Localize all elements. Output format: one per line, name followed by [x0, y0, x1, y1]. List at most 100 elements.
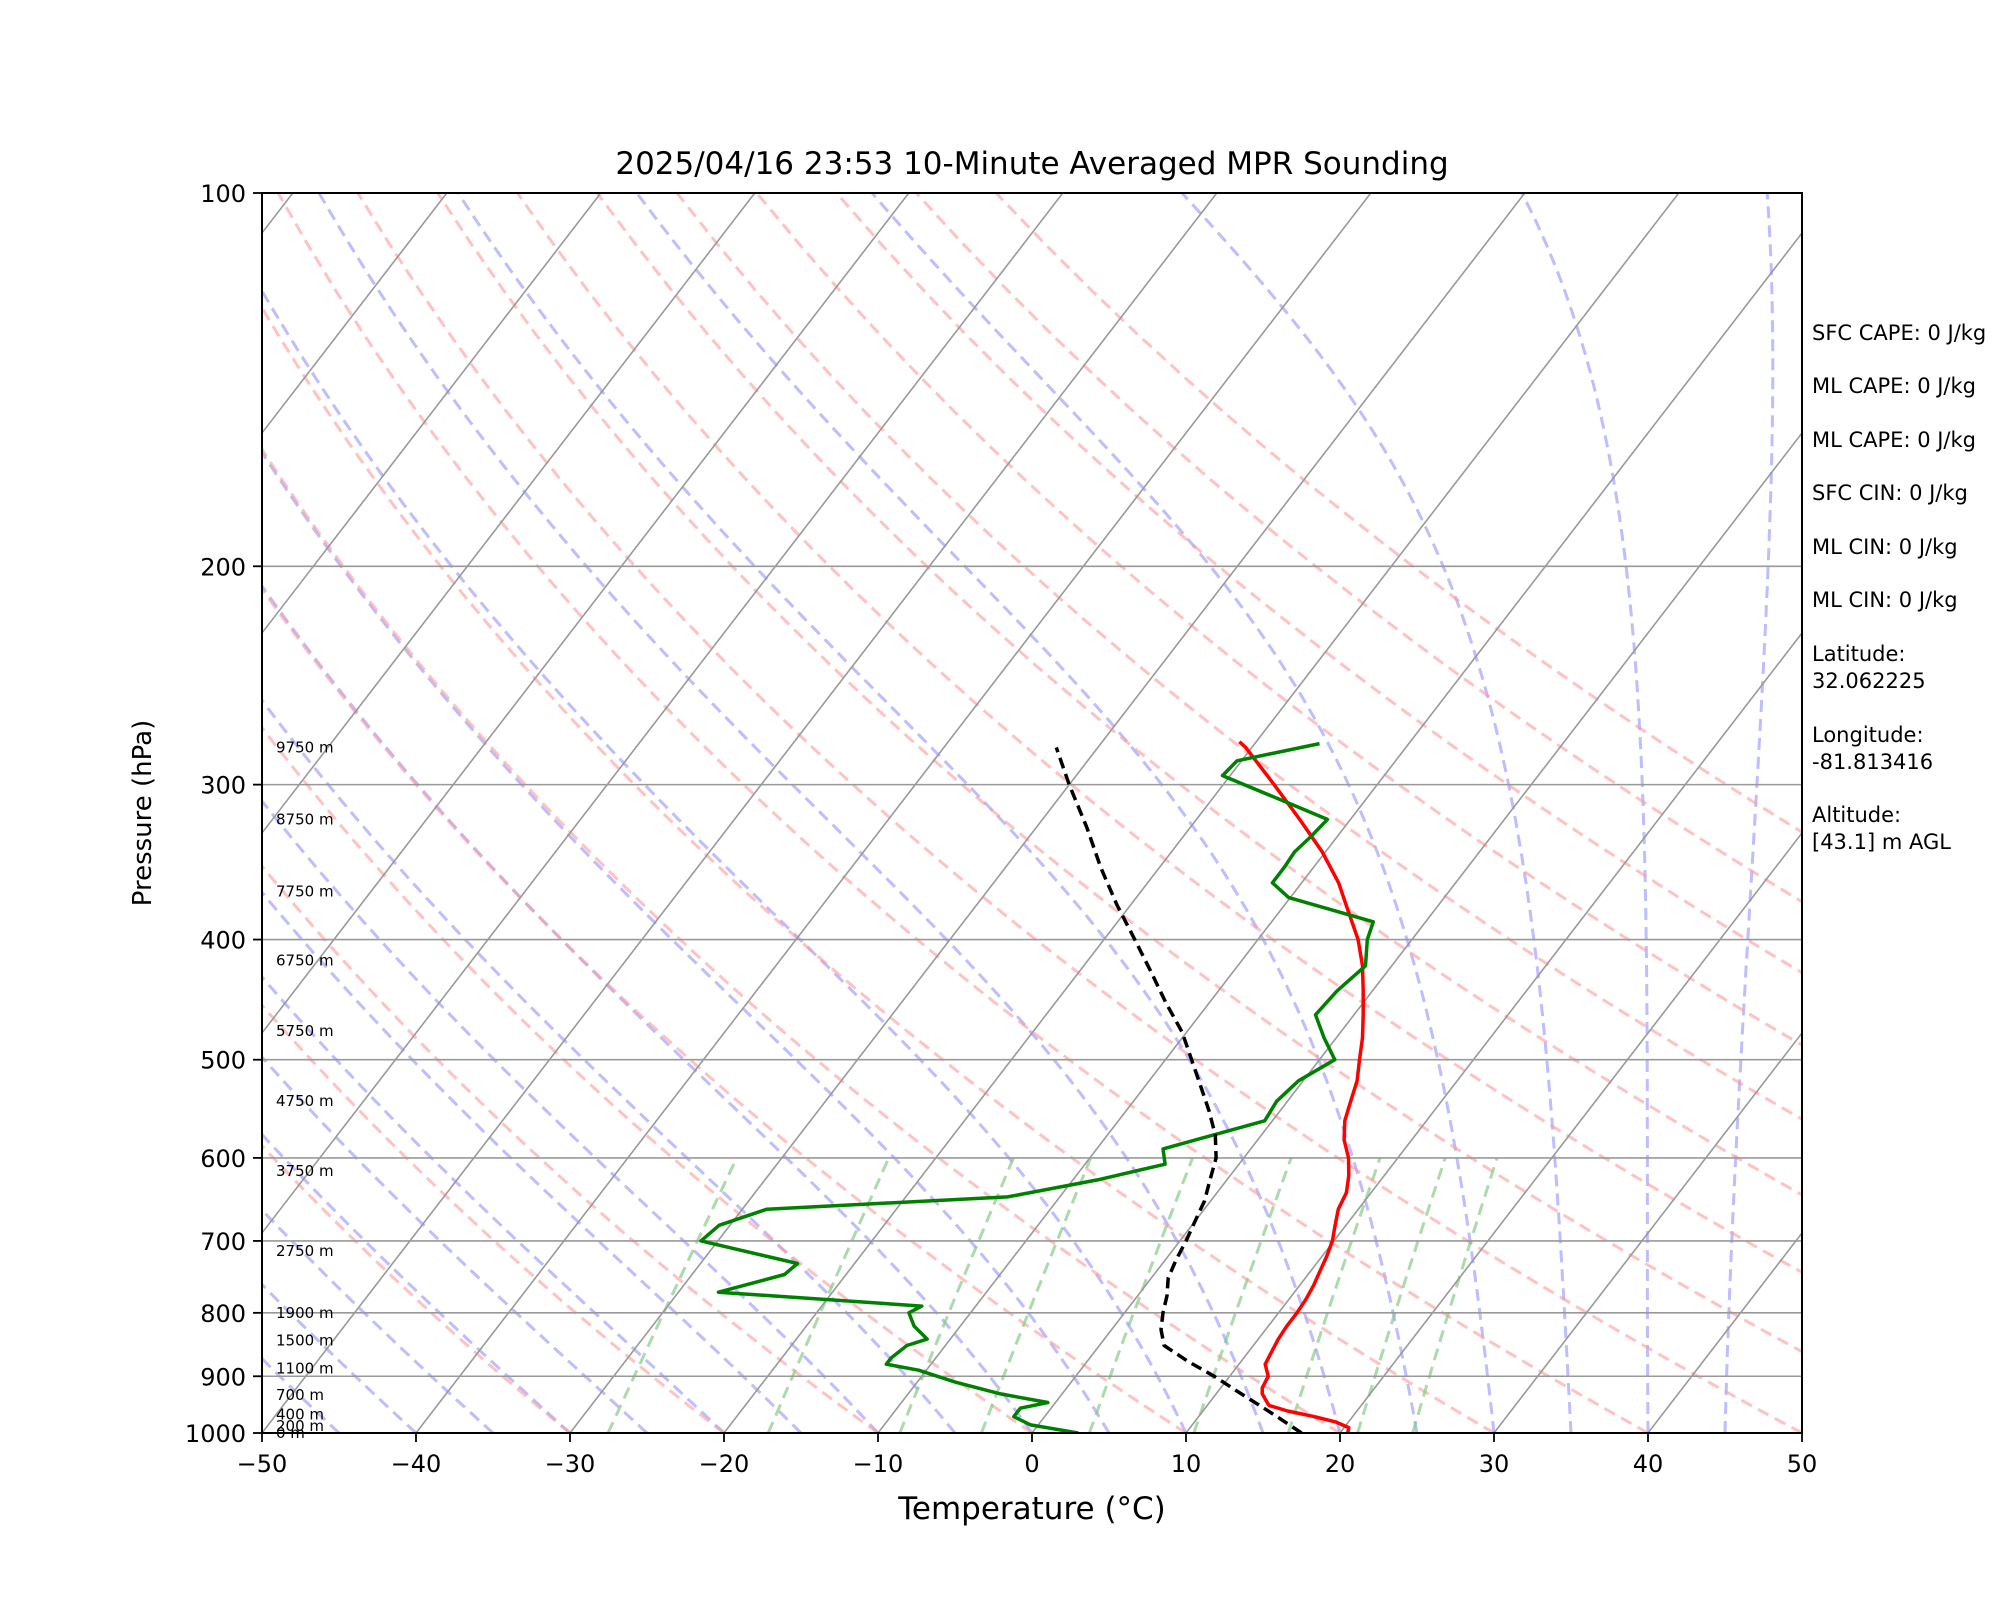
moist-adiabat [1723, 193, 1775, 1433]
altitude-value: [43.1] m AGL [1812, 830, 1951, 854]
y-tick-label: 200 [200, 553, 246, 581]
height-label: 1100 m [276, 1359, 334, 1377]
temperature-line [1238, 740, 1365, 1433]
stat-ml-cape: ML CAPE: 0 J/kg [1812, 374, 1976, 398]
height-label: 400 m [276, 1405, 324, 1423]
x-tick-label: 40 [1633, 1450, 1664, 1478]
height-label: 200 m [276, 1417, 324, 1435]
x-tick-label: −50 [237, 1450, 288, 1478]
dewpoint-line [699, 741, 1376, 1433]
dry-adiabat [995, 193, 1802, 834]
dry-adiabat [516, 193, 1802, 1275]
stat-ml-cape-2: ML CAPE: 0 J/kg [1812, 428, 1976, 452]
isotherm [262, 193, 910, 1035]
isotherm [1493, 1031, 1802, 1433]
y-axis: 100 200 300 400 500 600 700 800 900 1000 [185, 180, 262, 1448]
mixing-ratio-line [766, 1157, 891, 1433]
dry-adiabat [436, 193, 1802, 1354]
dry-adiabat [835, 193, 1802, 975]
x-tick-label: −40 [391, 1450, 442, 1478]
y-tick-label: 700 [200, 1228, 246, 1256]
dry-adiabat [262, 725, 1033, 1433]
dry-adiabat [276, 193, 1649, 1433]
moist-adiabat [262, 1055, 649, 1433]
y-axis-label: Pressure (hPa) [128, 720, 158, 907]
height-label: 5750 m [276, 1022, 334, 1040]
mixing-ratio-line [980, 1157, 1093, 1433]
isotherm [877, 231, 1802, 1433]
moist-adiabat [456, 193, 1342, 1433]
isotherm [415, 193, 1372, 1433]
y-tick-label: 100 [200, 180, 246, 208]
moist-adiabat [317, 193, 1265, 1433]
dry-adiabat [262, 446, 1341, 1433]
isotherm [1339, 831, 1802, 1433]
isotherm [262, 193, 1218, 1433]
moist-adiabat [262, 288, 1188, 1433]
mixing-ratio-line [898, 1157, 1015, 1433]
height-labels: 9750 m 8750 m 7750 m 6750 m 5750 m 4750 m 3750… [276, 738, 334, 1442]
dry-adiabat [675, 193, 1802, 1121]
side-panel: SFC CAPE: 0 J/kg ML CAPE: 0 J/kg ML CAPE… [1812, 321, 1986, 854]
stat-ml-cin-2: ML CIN: 0 J/kg [1812, 588, 1958, 612]
height-label: 6750 m [276, 952, 334, 970]
isotherm [569, 193, 1526, 1433]
data-series [699, 740, 1376, 1433]
isotherm [1031, 431, 1802, 1433]
x-tick-label: −10 [853, 1450, 904, 1478]
height-label: 1500 m [276, 1331, 334, 1349]
moist-adiabat [262, 449, 1111, 1433]
mixing-ratio-line [606, 1157, 739, 1433]
isotherm [0, 193, 139, 1433]
dry-adiabat [262, 304, 1495, 1433]
plot-frame [261, 192, 1803, 1434]
moist-adiabat [262, 890, 803, 1433]
isotherm [1185, 631, 1802, 1433]
x-tick-label: 50 [1787, 1450, 1818, 1478]
y-tick-label: 500 [200, 1047, 246, 1075]
height-label: 7750 m [276, 883, 334, 901]
dry-adiabat [356, 193, 1802, 1433]
height-label: 2750 m [276, 1242, 334, 1260]
moist-adiabat [635, 193, 1419, 1433]
height-label: 8750 m [276, 810, 334, 828]
isotherm [723, 193, 1680, 1433]
stat-ml-cin: ML CIN: 0 J/kg [1812, 535, 1958, 559]
moist-adiabat [262, 974, 726, 1433]
chart-title: 2025/04/16 23:53 10-Minute Averaged MPR … [615, 146, 1448, 182]
altitude-label: Altitude: [1812, 803, 1901, 827]
moist-adiabat [1520, 193, 1650, 1433]
x-axis: −50 −40 −30 −20 −10 0 10 20 30 40 50 [237, 1433, 1818, 1478]
x-tick-label: −30 [545, 1450, 596, 1478]
longitude-value: -81.813416 [1812, 750, 1933, 774]
dry-adiabat [262, 586, 1187, 1433]
mixing-ratio-line [1192, 1157, 1293, 1433]
mixing-ratio-line [1286, 1157, 1382, 1433]
isotherm [262, 193, 602, 635]
moist-adiabat [262, 697, 957, 1433]
height-label: 0 m [276, 1424, 305, 1442]
x-tick-label: 30 [1479, 1450, 1510, 1478]
mixing-ratio-line [1087, 1157, 1194, 1433]
isotherm [262, 193, 756, 835]
mixing-ratio-line [1411, 1157, 1499, 1433]
y-tick-label: 400 [200, 927, 246, 955]
height-label: 700 m [276, 1386, 324, 1404]
height-label: 3750 m [276, 1162, 334, 1180]
moist-adiabat [1180, 193, 1573, 1433]
stat-sfc-cin: SFC CIN: 0 J/kg [1812, 481, 1968, 505]
moist-adiabat [262, 798, 880, 1433]
dry-adiabat [595, 193, 1802, 1197]
x-tick-label: −20 [699, 1450, 750, 1478]
isotherm [262, 193, 1064, 1235]
dry-adiabat [262, 1003, 725, 1433]
moist-adiabat [870, 193, 1496, 1433]
x-tick-label: 20 [1325, 1450, 1356, 1478]
height-label: 9750 m [276, 738, 334, 756]
y-tick-label: 600 [200, 1145, 246, 1173]
dry-adiabat [755, 193, 1802, 1047]
dry-adiabat [262, 1143, 571, 1433]
parcel-profile-line [1054, 746, 1303, 1433]
y-tick-label: 1000 [185, 1420, 246, 1448]
